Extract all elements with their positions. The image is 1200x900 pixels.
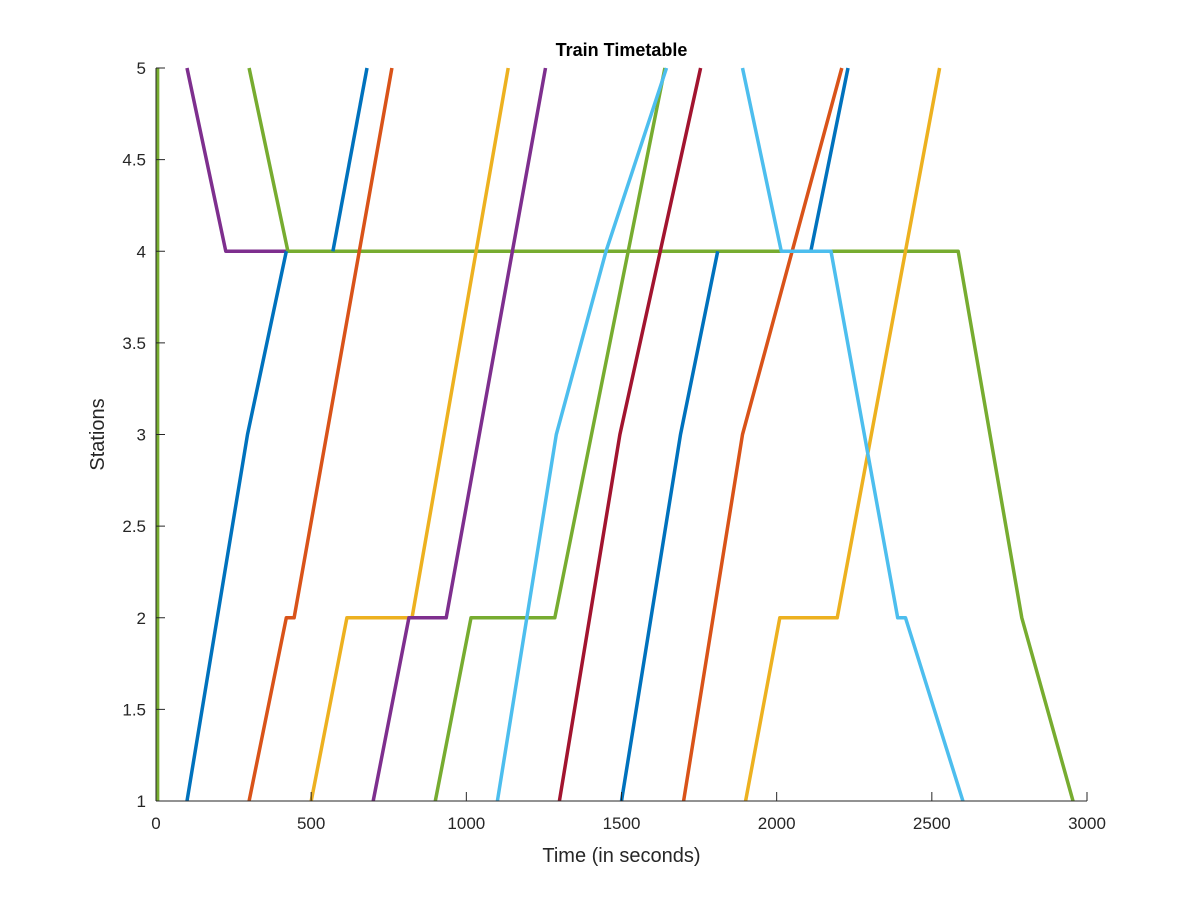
x-tick-label: 3000 xyxy=(1068,814,1106,833)
y-ticks: 1 1.5 2 2.5 3 3.5 4 4.5 5 xyxy=(122,59,165,811)
series-line-15 xyxy=(743,67,942,802)
x-tick-label: 500 xyxy=(297,814,325,833)
y-tick-label: 3 xyxy=(137,426,146,445)
y-tick-label: 1.5 xyxy=(122,700,146,719)
y-tick-label: 1 xyxy=(137,792,146,811)
x-tick-label: 2500 xyxy=(913,814,951,833)
series-line-11 xyxy=(557,67,703,802)
y-tick-label: 4.5 xyxy=(122,151,146,170)
series-line-8 xyxy=(371,67,548,802)
x-ticks: 0 500 1000 1500 2000 2500 3000 xyxy=(151,792,1106,833)
series-line-7 xyxy=(309,67,510,802)
chart-title: Train Timetable xyxy=(556,40,688,60)
series-line-14 xyxy=(681,67,844,802)
axes: 0 500 1000 1500 2000 2500 3000 1 1.5 2 2.5 3 3.5 4 4.… xyxy=(122,59,1106,833)
y-axis-label: Stations xyxy=(87,398,109,470)
x-tick-label: 1500 xyxy=(603,814,641,833)
y-tick-label: 3.5 xyxy=(122,334,146,353)
series-line-10 xyxy=(495,67,669,802)
y-tick-label: 5 xyxy=(137,59,146,78)
series-line-16 xyxy=(740,67,965,802)
series-line-5 xyxy=(331,67,369,252)
y-tick-label: 2.5 xyxy=(122,517,146,536)
series-line-6 xyxy=(247,67,394,802)
x-tick-label: 1000 xyxy=(447,814,485,833)
series-line-12 xyxy=(619,250,720,802)
series-layer xyxy=(155,67,1075,802)
series-line-4 xyxy=(185,250,289,802)
series-line-2 xyxy=(185,67,290,254)
x-tick-label: 2000 xyxy=(758,814,796,833)
series-line-9 xyxy=(433,67,667,802)
y-tick-label: 2 xyxy=(137,609,146,628)
y-tick-label: 4 xyxy=(137,242,146,261)
x-tick-label: 0 xyxy=(151,814,160,833)
x-axis-label: Time (in seconds) xyxy=(542,845,700,867)
series-line-13 xyxy=(809,67,850,252)
series-line-3 xyxy=(247,67,1075,802)
